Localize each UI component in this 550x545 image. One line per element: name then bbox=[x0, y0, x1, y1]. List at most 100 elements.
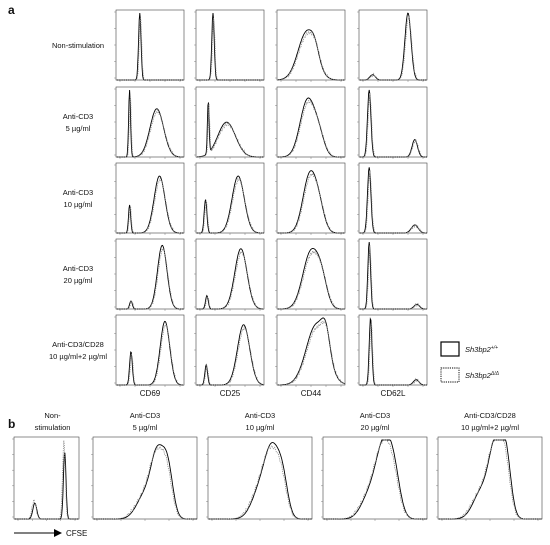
plot-frame bbox=[115, 9, 185, 81]
histogram-plot bbox=[194, 162, 265, 235]
cfse-histogram bbox=[206, 436, 313, 521]
series-dotted bbox=[359, 245, 427, 310]
cfse-histogram bbox=[91, 436, 198, 521]
condition-label-b: Non- bbox=[44, 411, 61, 420]
series-solid bbox=[277, 317, 346, 386]
legend-swatch-dotted bbox=[440, 367, 460, 383]
cfse-histogram bbox=[321, 436, 428, 521]
series-dotted bbox=[116, 323, 185, 386]
condition-label-a: 5 µg/ml bbox=[66, 124, 91, 133]
histogram-plot bbox=[357, 162, 428, 235]
series-solid bbox=[196, 102, 264, 158]
series-solid bbox=[277, 170, 345, 234]
series-dotted bbox=[196, 325, 265, 386]
series-solid bbox=[196, 324, 265, 386]
plot-frame bbox=[276, 9, 346, 81]
plot-frame bbox=[92, 436, 198, 520]
panel-a: a Non-stimulation Anti-CD3 5 µg/ml Anti-CD3 1… bbox=[8, 3, 428, 398]
legend-label: Sh3bp2+/+ bbox=[465, 345, 498, 354]
panel-a-letter: a bbox=[8, 3, 15, 17]
series-dotted bbox=[359, 170, 427, 234]
series-solid bbox=[359, 12, 427, 81]
histogram-plot bbox=[194, 9, 265, 82]
marker-label: CD69 bbox=[140, 389, 161, 398]
series-dotted bbox=[196, 17, 264, 81]
plot-frame bbox=[115, 162, 185, 234]
series-solid bbox=[116, 175, 184, 234]
condition-label-b: 5 µg/ml bbox=[133, 423, 158, 432]
series-dotted bbox=[438, 439, 542, 520]
series-solid bbox=[116, 89, 184, 158]
series-solid bbox=[359, 167, 427, 234]
series-solid bbox=[196, 175, 264, 234]
cfse-histogram bbox=[12, 436, 80, 521]
plot-frame bbox=[358, 9, 428, 81]
condition-label-b: 10 µg/ml+2 µg/ml bbox=[461, 423, 519, 432]
legend-label: Sh3bp2Δ/Δ bbox=[465, 371, 500, 380]
legend-superscript: Δ/Δ bbox=[490, 371, 500, 377]
series-dotted bbox=[277, 30, 345, 81]
series-dotted bbox=[14, 440, 79, 520]
series-solid bbox=[208, 442, 312, 520]
histogram-plot bbox=[275, 314, 346, 387]
panel-b-letter: b bbox=[8, 417, 15, 431]
histogram-plot bbox=[357, 314, 428, 387]
condition-label-a: Anti-CD3 bbox=[63, 264, 93, 273]
histogram-plot bbox=[114, 9, 185, 82]
condition-label-b: 20 µg/ml bbox=[361, 423, 390, 432]
condition-label-a: Anti-CD3/CD28 bbox=[52, 340, 104, 349]
condition-label-a: 10 µg/ml+2 µg/ml bbox=[49, 352, 107, 361]
series-solid bbox=[438, 439, 542, 520]
series-dotted bbox=[116, 247, 184, 310]
plot-frame bbox=[115, 86, 185, 158]
series-dotted bbox=[116, 18, 184, 81]
cfse-arrow-icon bbox=[54, 529, 62, 537]
plot-frame bbox=[13, 436, 80, 520]
cfse-histogram bbox=[436, 436, 543, 521]
condition-label-b: 10 µg/ml bbox=[246, 423, 275, 432]
series-dotted bbox=[277, 249, 345, 310]
series-dotted bbox=[93, 445, 197, 520]
histogram-plot bbox=[114, 86, 185, 159]
plot-frame bbox=[195, 314, 265, 386]
histogram-plot bbox=[357, 9, 428, 82]
series-dotted bbox=[359, 321, 427, 386]
condition-label-b: Anti-CD3 bbox=[360, 411, 390, 420]
histogram-plot bbox=[275, 238, 346, 311]
plot-frame bbox=[276, 86, 346, 158]
series-solid bbox=[359, 317, 427, 386]
series-dotted bbox=[196, 250, 264, 310]
plot-frame bbox=[195, 9, 265, 81]
series-solid bbox=[359, 241, 427, 310]
histogram-plot bbox=[114, 162, 185, 235]
histogram-plot bbox=[194, 238, 265, 311]
plot-frame bbox=[322, 436, 428, 520]
condition-label-b: stimulation bbox=[35, 423, 71, 432]
series-solid bbox=[14, 452, 79, 520]
plot-frame bbox=[195, 162, 265, 234]
histogram-plot bbox=[275, 162, 346, 235]
plot-frame bbox=[358, 162, 428, 234]
series-dotted bbox=[359, 16, 427, 81]
condition-label-a: 10 µg/ml bbox=[64, 200, 93, 209]
plot-frame bbox=[276, 314, 346, 386]
series-solid bbox=[277, 29, 345, 81]
plot-frame bbox=[358, 86, 428, 158]
series-solid bbox=[277, 97, 345, 158]
histogram-plot bbox=[114, 314, 185, 387]
series-dotted bbox=[116, 94, 184, 158]
series-solid bbox=[116, 12, 184, 81]
marker-label: CD62L bbox=[381, 389, 406, 398]
series-dotted bbox=[359, 93, 427, 158]
marker-label: CD44 bbox=[301, 389, 322, 398]
series-solid bbox=[277, 247, 345, 310]
histogram-plot bbox=[275, 86, 346, 159]
histogram-plot bbox=[357, 238, 428, 311]
histogram-plot bbox=[194, 86, 265, 159]
legend: Sh3bp2+/+ Sh3bp2Δ/Δ bbox=[440, 341, 500, 383]
plot-frame bbox=[115, 238, 185, 310]
condition-label-a: 20 µg/ml bbox=[64, 276, 93, 285]
cfse-axis-label: CFSE bbox=[66, 529, 87, 538]
series-dotted bbox=[277, 99, 345, 158]
